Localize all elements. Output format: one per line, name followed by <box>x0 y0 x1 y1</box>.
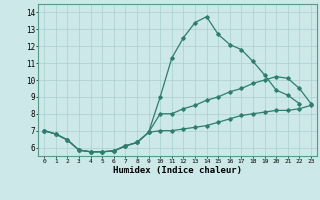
X-axis label: Humidex (Indice chaleur): Humidex (Indice chaleur) <box>113 166 242 175</box>
